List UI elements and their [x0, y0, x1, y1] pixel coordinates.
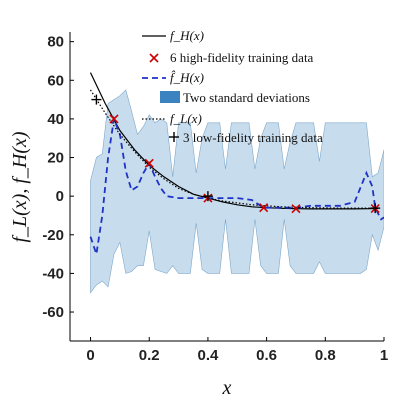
x-tick-label: 0.4 — [197, 347, 219, 364]
x-tick-label: 0.2 — [139, 347, 160, 364]
y-tick-label: -20 — [42, 227, 64, 244]
y-tick-label: 80 — [47, 34, 64, 51]
y-tick-label: 0 — [56, 188, 64, 205]
x-tick-label: 1 — [380, 347, 388, 364]
band-layer — [90, 89, 384, 294]
legend: f_H(x) 6 high-fidelity training data f̂_… — [142, 28, 323, 145]
y-tick-label: -60 — [42, 304, 64, 321]
legend-swatch-lf-points — [169, 132, 179, 142]
x-tick-label: 0 — [86, 347, 94, 364]
x-ticks: 0 0.2 0.4 0.6 0.8 1 — [86, 337, 388, 364]
y-tick-label: 20 — [47, 150, 64, 167]
lf-point — [370, 203, 381, 214]
points-layer — [91, 94, 381, 214]
y-axis-label: f_L(x), f_H(x) — [9, 131, 31, 242]
y-tick-label: 40 — [47, 111, 64, 128]
x-tick-label: 0.8 — [315, 347, 336, 364]
legend-label-band: Two standard deviations — [183, 90, 310, 105]
legend-label-prediction: f̂_H(x) — [170, 70, 204, 85]
legend-swatch-band — [160, 91, 180, 103]
x-axis-label: x — [222, 377, 232, 399]
y-ticks: -60 -40 -20 0 20 40 60 80 — [42, 34, 74, 321]
hf-point — [144, 158, 154, 168]
legend-label-hf-points: 6 high-fidelity training data — [170, 50, 314, 65]
y-tick-label: -40 — [42, 265, 64, 282]
legend-label-fh: f_H(x) — [170, 28, 204, 43]
hf-point — [259, 203, 269, 213]
plot-area: 0 0.2 0.4 0.6 0.8 1 -60 -40 -20 0 20 40 60 80 — [42, 32, 388, 364]
axes-frame — [69, 32, 384, 342]
legend-swatch-hf-points — [149, 53, 159, 63]
lf-point — [91, 94, 102, 105]
x-tick-label: 0.6 — [256, 347, 277, 364]
legend-label-fl: f_L(x) — [170, 111, 202, 126]
y-tick-label: 60 — [47, 72, 64, 89]
hf-point — [291, 204, 301, 214]
legend-label-lf-points: 3 low-fidelity training data — [183, 130, 323, 145]
band-two-std — [90, 89, 384, 294]
series-line-fh — [89, 72, 379, 210]
lf-point — [202, 191, 213, 202]
hf-point — [109, 114, 119, 124]
